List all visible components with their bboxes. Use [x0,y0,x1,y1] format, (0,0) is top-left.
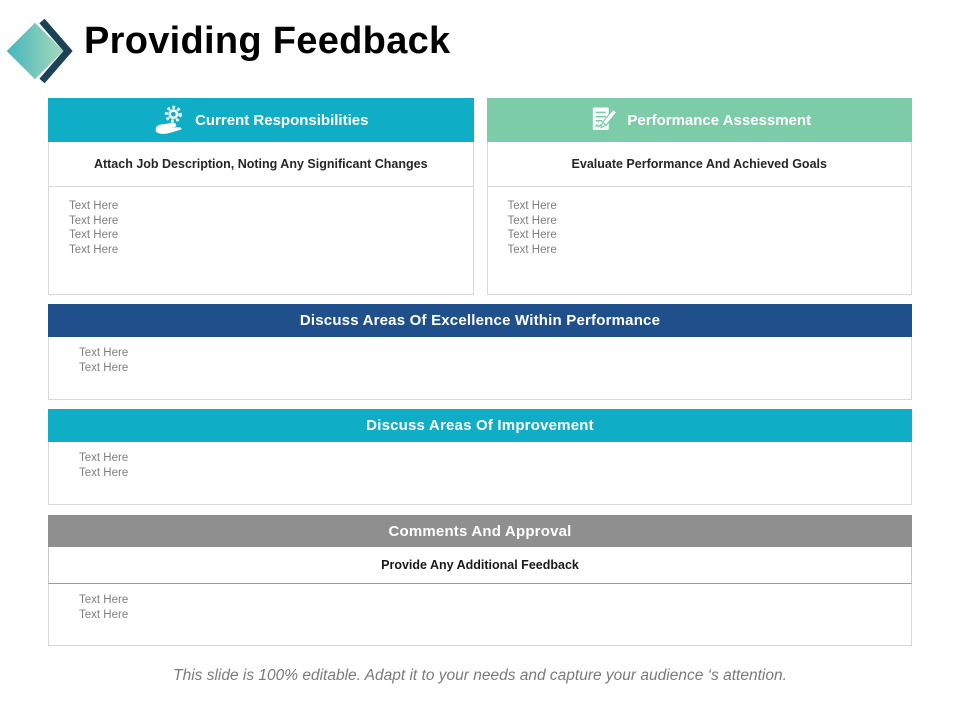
text-placeholder[interactable]: Text Here [79,608,129,621]
improvement-body: Text Here Text Here [48,442,912,505]
panel-performance-assessment: Performance Assessment Evaluate Performa… [486,98,912,295]
comments-approval-header: Comments And Approval [48,515,912,547]
text-placeholder[interactable]: Text Here [79,594,129,606]
excellence-body: Text Here Text Here [48,337,912,400]
hand-gear-icon [153,105,185,135]
slide-header: Providing Feedback [0,0,960,98]
section-improvement: Discuss Areas Of Improvement Text Here T… [48,409,912,505]
comments-approval-subtitle: Provide Any Additional Feedback [48,547,912,584]
improvement-header: Discuss Areas Of Improvement [48,409,912,442]
performance-assessment-title: Performance Assessment [627,111,812,129]
text-placeholder[interactable]: Text Here [79,466,129,479]
current-responsibilities-header: Current Responsibilities [48,98,474,142]
performance-assessment-body: Text Here Text Here Text Here Text Here [486,187,912,295]
text-placeholder[interactable]: Text Here [69,200,119,212]
text-placeholder[interactable]: Text Here [79,347,129,359]
section-excellence: Discuss Areas Of Excellence Within Perfo… [48,304,912,400]
excellence-header: Discuss Areas Of Excellence Within Perfo… [48,304,912,337]
performance-assessment-header: Performance Assessment [486,98,912,142]
current-responsibilities-title: Current Responsibilities [195,111,369,129]
section-comments-approval: Comments And Approval Provide Any Additi… [48,515,912,646]
comments-approval-body: Text Here Text Here [48,584,912,646]
text-placeholder[interactable]: Text Here [69,229,119,241]
footer-note: This slide is 100% editable. Adapt it to… [173,667,787,684]
text-placeholder[interactable]: Text Here [69,243,119,256]
text-placeholder[interactable]: Text Here [79,361,129,374]
document-pencil-icon [587,105,618,135]
text-placeholder[interactable]: Text Here [79,452,129,464]
text-placeholder[interactable]: Text Here [507,243,557,256]
slide-content: Current Responsibilities Attach Job Desc… [48,98,912,685]
page-title: Providing Feedback [84,20,451,62]
performance-assessment-subtitle: Evaluate Performance And Achieved Goals [486,142,912,187]
text-placeholder[interactable]: Text Here [69,214,119,227]
text-placeholder[interactable]: Text Here [507,214,557,227]
text-placeholder[interactable]: Text Here [507,200,557,212]
current-responsibilities-subtitle: Attach Job Description, Noting Any Signi… [48,142,474,187]
text-placeholder[interactable]: Text Here [507,229,557,241]
top-columns-row: Current Responsibilities Attach Job Desc… [48,98,912,295]
panel-current-responsibilities: Current Responsibilities Attach Job Desc… [48,98,474,295]
diamond-chevron-logo-icon [2,8,74,86]
current-responsibilities-body: Text Here Text Here Text Here Text Here [48,187,474,295]
